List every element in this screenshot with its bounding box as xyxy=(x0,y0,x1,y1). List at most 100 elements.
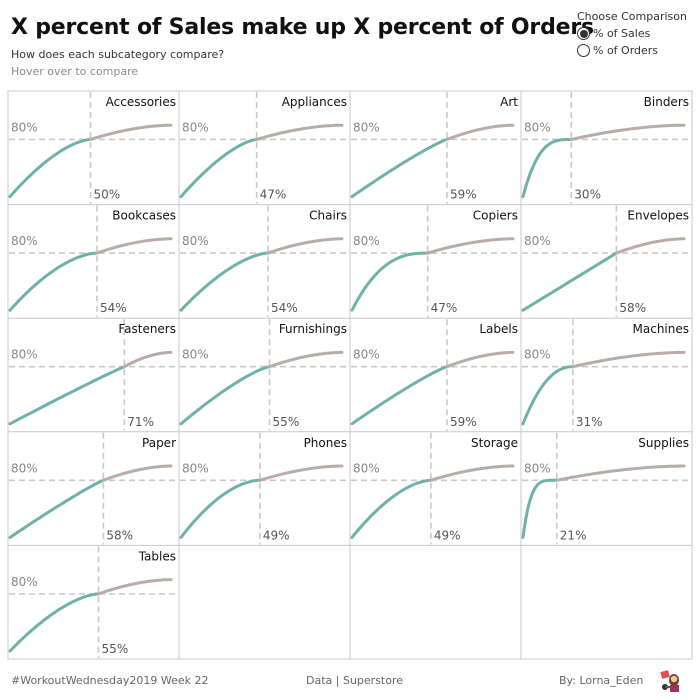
panel-title: Phones xyxy=(304,436,347,450)
series-line-below-80 xyxy=(8,592,101,653)
threshold-percent-label: 58% xyxy=(619,301,646,315)
radio-selected-icon[interactable] xyxy=(577,27,590,40)
threshold-percent-label: 59% xyxy=(450,188,477,202)
series-line-below-80 xyxy=(350,138,449,199)
reference-label: 80% xyxy=(353,120,380,134)
reference-label: 80% xyxy=(11,461,38,475)
series-line-below-80 xyxy=(179,365,272,426)
dashboard-title: X percent of Sales make up X percent of … xyxy=(11,15,594,40)
series-line-below-80 xyxy=(350,365,449,426)
series-line-below-80 xyxy=(8,478,105,539)
threshold-percent-label: 58% xyxy=(106,528,133,542)
panel-title: Fasteners xyxy=(118,322,176,336)
radio-option-orders[interactable]: % of Orders xyxy=(577,42,687,59)
threshold-percent-label: 55% xyxy=(273,415,300,429)
hover-hint: Hover over to compare xyxy=(11,65,139,78)
series-line-above-80 xyxy=(101,464,173,482)
radio-option-sales[interactable]: % of Sales xyxy=(577,25,687,42)
series-line-below-80 xyxy=(179,138,259,199)
panel-title: Envelopes xyxy=(627,209,689,223)
threshold-percent-label: 54% xyxy=(271,301,298,315)
footer-data-source: Data | Superstore xyxy=(306,674,404,687)
series-line-below-80 xyxy=(521,138,573,199)
series-line-above-80 xyxy=(255,123,344,141)
series-line-above-80 xyxy=(122,350,173,369)
panel-title: Furnishings xyxy=(279,322,347,336)
threshold-percent-label: 59% xyxy=(450,415,477,429)
reference-label: 80% xyxy=(524,348,551,362)
panel-title: Accessories xyxy=(106,95,176,109)
series-line-above-80 xyxy=(555,464,686,482)
series-line-above-80 xyxy=(429,464,515,482)
panel-title: Paper xyxy=(142,436,176,450)
series-line-above-80 xyxy=(95,237,173,255)
series-line-above-80 xyxy=(569,123,686,141)
reference-label: 80% xyxy=(353,348,380,362)
series-line-above-80 xyxy=(258,464,344,482)
reference-label: 80% xyxy=(11,348,38,362)
reference-label: 80% xyxy=(353,234,380,248)
series-line-below-80 xyxy=(179,251,270,312)
threshold-percent-label: 30% xyxy=(574,188,601,202)
reference-label: 80% xyxy=(524,120,551,134)
threshold-percent-label: 47% xyxy=(260,188,287,202)
series-line-below-80 xyxy=(350,478,433,539)
reference-label: 80% xyxy=(524,461,551,475)
series-line-above-80 xyxy=(426,237,515,255)
panel-title: Binders xyxy=(644,95,689,109)
threshold-percent-label: 55% xyxy=(102,642,129,656)
footer-workout-label: #WorkoutWednesday2019 Week 22 xyxy=(11,674,209,687)
reference-label: 80% xyxy=(524,234,551,248)
dashboard-subtitle: How does each subcategory compare? xyxy=(11,48,225,61)
panel-title: Art xyxy=(500,95,518,109)
threshold-percent-label: 54% xyxy=(100,301,127,315)
reference-label: 80% xyxy=(11,234,38,248)
reference-label: 80% xyxy=(182,348,209,362)
series-line-below-80 xyxy=(179,478,262,539)
footer-author: By: Lorna_Eden xyxy=(559,674,644,687)
author-avatar-icon xyxy=(660,670,679,692)
panel-title: Labels xyxy=(479,322,518,336)
threshold-percent-label: 71% xyxy=(127,415,154,429)
panel-title: Supplies xyxy=(638,436,689,450)
radio-label-sales: % of Sales xyxy=(593,27,651,40)
reference-label: 80% xyxy=(11,575,38,589)
series-line-above-80 xyxy=(614,237,686,255)
series-line-below-80 xyxy=(521,251,618,312)
threshold-percent-label: 21% xyxy=(560,528,587,542)
series-line-above-80 xyxy=(445,123,515,141)
panel-title: Copiers xyxy=(473,209,518,223)
radio-unselected-icon[interactable] xyxy=(577,44,590,57)
series-line-below-80 xyxy=(521,365,575,426)
series-line-below-80 xyxy=(350,251,430,312)
series-line-below-80 xyxy=(8,365,126,426)
threshold-percent-label: 49% xyxy=(434,528,461,542)
series-line-above-80 xyxy=(571,350,686,369)
threshold-percent-label: 31% xyxy=(576,415,603,429)
panel-title: Appliances xyxy=(282,95,347,109)
panel-title: Chairs xyxy=(309,209,347,223)
reference-label: 80% xyxy=(182,120,209,134)
reference-label: 80% xyxy=(11,120,38,134)
panel-title: Tables xyxy=(138,549,176,563)
series-line-above-80 xyxy=(89,123,173,141)
series-line-below-80 xyxy=(521,478,559,539)
threshold-percent-label: 49% xyxy=(263,528,290,542)
comparison-parameter: Choose Comparison % of Sales % of Orders xyxy=(577,10,687,59)
reference-label: 80% xyxy=(182,234,209,248)
panel-title: Bookcases xyxy=(112,209,176,223)
panel-title: Machines xyxy=(633,322,689,336)
series-line-above-80 xyxy=(445,350,515,369)
series-line-below-80 xyxy=(8,251,99,312)
series-line-above-80 xyxy=(97,578,173,596)
reference-label: 80% xyxy=(182,461,209,475)
panel-title: Storage xyxy=(471,436,518,450)
series-line-below-80 xyxy=(8,138,92,199)
threshold-percent-label: 47% xyxy=(431,301,458,315)
radio-label-orders: % of Orders xyxy=(593,44,659,57)
threshold-percent-label: 50% xyxy=(94,188,121,202)
reference-label: 80% xyxy=(353,461,380,475)
parameter-title: Choose Comparison xyxy=(577,10,687,23)
series-line-above-80 xyxy=(266,237,344,255)
